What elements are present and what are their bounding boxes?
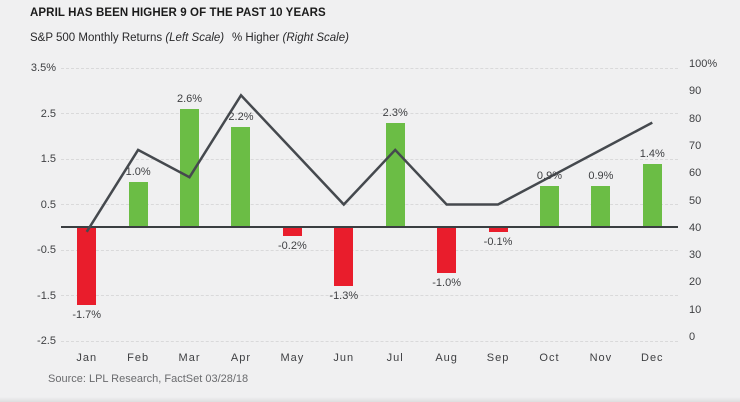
zero-axis-line — [61, 226, 678, 229]
percent-higher-polyline — [85, 93, 653, 233]
bar-value-label-feb: 1.0% — [125, 165, 151, 178]
x-axis-label-oct: Oct — [539, 352, 560, 364]
bar-apr — [231, 127, 251, 228]
plot-area: -1.7% 1.0% 2.6% 2.2% -0.2% -1.3% 2.3% -1.0% -0.1… — [61, 67, 678, 342]
legend-left-note: (Left Scale) — [165, 32, 225, 44]
left-axis-tick--1.5: -1.5 — [37, 289, 56, 302]
right-axis-tick-90: 90 — [689, 85, 702, 98]
bar-value-label-apr: 2.2% — [228, 111, 254, 124]
gridline-1.5 — [61, 158, 678, 160]
legend-item-right-scale: % Higher (Right Scale) — [232, 32, 349, 44]
source-note: Source: LPL Research, FactSet 03/28/18 — [48, 373, 249, 385]
left-axis-tick-3.5%: 3.5% — [30, 62, 56, 74]
x-axis-label-nov: Nov — [589, 352, 613, 364]
legend-right-label: % Higher — [232, 32, 283, 44]
bar-value-label-jan: -1.7% — [72, 308, 102, 321]
gridline--0.5 — [61, 249, 678, 251]
x-axis-label-mar: Mar — [178, 352, 201, 364]
bar-value-label-sep: -0.1% — [483, 235, 513, 248]
percent-higher-line — [85, 93, 653, 233]
bar-nov — [591, 186, 611, 228]
left-axis-tick--0.5: -0.5 — [37, 244, 56, 256]
legend-item-left-scale: S&P 500 Monthly Returns (Left Scale) — [30, 32, 224, 44]
gridline-0.5 — [61, 204, 678, 205]
left-axis-tick-1.5: 1.5 — [40, 153, 56, 165]
bar-value-label-jun: -1.3% — [329, 290, 359, 303]
gridline-3.5% — [61, 67, 678, 69]
x-axis-label-may: May — [280, 352, 305, 364]
right-axis-tick-0: 0 — [689, 331, 696, 343]
bar-aug — [437, 227, 457, 273]
x-axis-label-sep: Sep — [486, 352, 510, 364]
bottom-shade — [0, 397, 740, 402]
bar-jul — [385, 122, 405, 228]
right-axis-tick-100%: 100% — [689, 58, 718, 70]
bar-oct — [539, 186, 559, 228]
gridline--2.5 — [61, 340, 678, 342]
bar-may — [282, 227, 302, 237]
legend-right-note: (Right Scale) — [282, 32, 349, 44]
x-axis-label-jan: Jan — [76, 352, 98, 364]
right-axis-tick-10: 10 — [689, 303, 702, 316]
right-axis-tick-60: 60 — [689, 167, 702, 180]
gridline-2.5 — [61, 113, 678, 114]
x-axis-label-jul: Jul — [386, 352, 404, 364]
x-axis-label-jun: Jun — [333, 352, 355, 364]
chart-title: APRIL HAS BEEN HIGHER 9 OF THE PAST 10 Y… — [30, 7, 326, 19]
right-axis-tick-70: 70 — [689, 139, 702, 152]
left-axis-tick-2.5: 2.5 — [40, 107, 56, 120]
bar-value-label-jul: 2.3% — [382, 106, 408, 119]
x-axis-label-apr: Apr — [230, 352, 252, 364]
bar-value-label-oct: 0.9% — [536, 170, 562, 183]
bar-value-label-aug: -1.0% — [432, 276, 461, 289]
bar-value-label-mar: 2.6% — [176, 92, 203, 105]
right-axis-tick-30: 30 — [689, 249, 702, 262]
bar-jun — [334, 227, 354, 287]
legend-left-label: S&P 500 Monthly Returns — [30, 32, 166, 44]
bar-value-label-dec: 1.4% — [639, 147, 665, 160]
bar-value-label-nov: 0.9% — [588, 170, 614, 183]
bar-value-label-may: -0.2% — [278, 240, 307, 253]
left-axis-tick--2.5: -2.5 — [37, 335, 56, 347]
right-axis-tick-40: 40 — [689, 221, 702, 234]
bar-feb — [128, 181, 148, 228]
x-axis-label-dec: Dec — [641, 352, 664, 364]
x-axis-label-aug: Aug — [435, 352, 458, 364]
bar-jan — [77, 227, 97, 305]
bar-sep — [488, 227, 508, 232]
left-axis-tick-0.5: 0.5 — [40, 198, 56, 211]
bar-mar — [180, 108, 200, 228]
right-axis-tick-80: 80 — [689, 112, 702, 125]
right-axis-tick-20: 20 — [689, 276, 702, 289]
right-axis-tick-50: 50 — [689, 194, 702, 207]
gridline--1.5 — [61, 295, 678, 296]
x-axis-label-feb: Feb — [127, 352, 150, 364]
bar-dec — [642, 163, 662, 228]
